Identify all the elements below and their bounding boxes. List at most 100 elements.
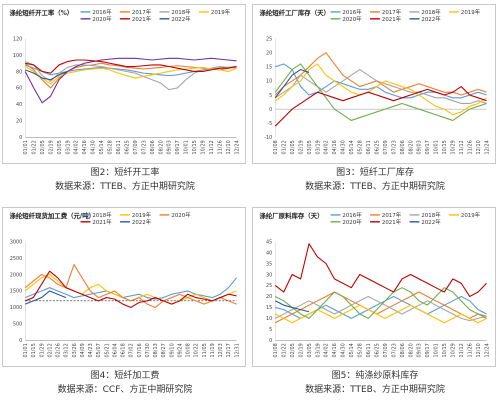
legend-label: 2018年 xyxy=(92,211,112,219)
x-tick-label: 08/06 xyxy=(400,343,406,357)
x-tick-label: 03/05 xyxy=(307,140,313,154)
x-tick-label: 12/10 xyxy=(226,140,232,154)
x-tick-label: 01/08 xyxy=(273,343,279,357)
legend-label: 2019年 xyxy=(132,211,152,219)
y-tick-label: 40 xyxy=(266,250,272,256)
legend-label: 2019年 xyxy=(461,211,481,219)
caption-source: 数据来源：TTEB、方正中期研究院 xyxy=(305,385,445,395)
y-tick-label: 80 xyxy=(16,69,22,75)
series-line xyxy=(274,63,487,121)
series-line xyxy=(25,69,68,81)
x-tick-label: 07/30 xyxy=(145,343,151,357)
y-tick-label: 25 xyxy=(266,283,272,289)
series-line xyxy=(275,300,310,313)
x-tick-label: 03/12 xyxy=(64,343,70,357)
series-line xyxy=(275,63,487,99)
caption-source: 数据来源：TTEB、方正中期研究院 xyxy=(305,182,445,192)
caption-source: 数据来源：CCF、方正中期研究院 xyxy=(57,385,193,395)
x-tick-label: 01/08 xyxy=(273,140,279,154)
x-tick-label: 06/04 xyxy=(112,343,118,357)
x-tick-label: 09/10 xyxy=(169,343,175,357)
series-line xyxy=(274,69,487,104)
chart-factory-inventory: 涤纶短纤工厂库存（天） 2016年 2017年 2018年 2019年 2020年 2021… xyxy=(252,4,496,164)
y-tick-label: 2500 xyxy=(10,256,23,262)
y-tick-label: 120 xyxy=(13,36,22,42)
x-tick-label: 08/20 xyxy=(408,140,414,154)
legend-label: 2022年 xyxy=(171,15,191,23)
chart-svg-1: 涤纶短纤工厂库存（天） 2016年 2017年 2018年 2019年 2020年 2021… xyxy=(259,8,490,155)
x-tick-label: 10/15 xyxy=(442,343,448,357)
x-tick-label: 11/26 xyxy=(467,140,473,154)
panel-operating-rate: 涤纶短纤开工率（%） 2016年 2017年 2018年 2019年 2020年 2021年… xyxy=(0,0,250,203)
x-tick-label: 05/07 xyxy=(96,343,102,357)
x-tick-label: 11/12 xyxy=(209,140,215,154)
series-line xyxy=(274,69,310,99)
x-tick-label: 05/21 xyxy=(104,343,110,357)
x-tick-label: 10/01 xyxy=(434,140,440,154)
x-tick-label: 03/05 xyxy=(57,140,63,154)
legend-label: 2018年 xyxy=(171,8,191,16)
x-tick-label: 01/01 xyxy=(23,140,29,154)
x-tick-label: 09/17 xyxy=(425,343,431,357)
series-line xyxy=(274,243,487,298)
x-tick-label: 07/09 xyxy=(383,140,389,154)
chart-operating-rate: 涤纶短纤开工率（%） 2016年 2017年 2018年 2019年 2020年 2021年… xyxy=(2,4,246,164)
x-tick-label: 07/16 xyxy=(137,343,143,357)
x-tick-label: 04/09 xyxy=(80,343,86,357)
series-line xyxy=(275,291,487,324)
x-tick-label: 02/05 xyxy=(290,343,296,357)
y-tick-label: 0 xyxy=(269,107,272,113)
y-tick-label: 100 xyxy=(13,53,22,59)
x-tick-label: 08/20 xyxy=(158,140,164,154)
x-tick-label: 03/19 xyxy=(315,140,321,154)
x-tick-label: 06/11 xyxy=(366,140,372,154)
y-tick-label: 2000 xyxy=(10,272,23,278)
legend-label: 2022年 xyxy=(421,218,441,226)
y-tick-label: 25 xyxy=(266,36,272,42)
legend-label: 2020年 xyxy=(171,211,191,219)
x-tick-label: 07/09 xyxy=(133,140,139,154)
y-tick-label: 5 xyxy=(269,327,272,333)
y-tick-label: 1000 xyxy=(10,305,23,311)
y-tick-label: 35 xyxy=(266,261,272,267)
y-tick-label: 20 xyxy=(266,50,272,56)
x-tick-label: 06/25 xyxy=(124,140,130,154)
x-tick-label: 08/13 xyxy=(153,343,159,357)
y-tick-label: 15 xyxy=(266,305,272,311)
y-tick-label: 0 xyxy=(19,338,22,344)
x-tick-label: 10/29 xyxy=(451,140,457,154)
x-tick-label: 12/24 xyxy=(484,343,490,357)
chart-raw-material-inventory: 涤纶厂原料库存（天） 2016年 2017年 2018年 2019年 2020年 2021年… xyxy=(252,207,496,367)
x-tick-label: 03/19 xyxy=(65,140,71,154)
series-line xyxy=(24,66,237,85)
y-tick-label: 45 xyxy=(266,239,272,245)
x-tick-label: 01/29 xyxy=(39,343,45,357)
x-tick-label: 03/19 xyxy=(315,343,321,357)
chart-title: 涤纶短纤开工率（%） xyxy=(9,8,73,17)
legend-label: 2016年 xyxy=(342,211,362,219)
x-tick-label: 11/26 xyxy=(217,140,223,154)
series-line xyxy=(25,61,237,91)
legend-label: 2020年 xyxy=(342,218,362,226)
x-tick-label: 09/24 xyxy=(177,343,183,357)
series-line xyxy=(25,270,237,308)
legend-label: 2021年 xyxy=(382,218,402,226)
chart-title: 涤纶厂原料库存（天） xyxy=(259,211,323,220)
x-tick-label: 09/03 xyxy=(417,343,423,357)
x-tick-label: 10/29 xyxy=(451,343,457,357)
x-tick-label: 04/23 xyxy=(88,343,94,357)
caption-title: 图5：纯涤纱原料库存 xyxy=(331,371,419,381)
legend-label: 2019年 xyxy=(211,8,231,16)
series-line xyxy=(275,287,487,319)
x-tick-label: 07/23 xyxy=(141,140,147,154)
series-line xyxy=(274,295,487,322)
legend-label: 2021年 xyxy=(132,15,152,23)
x-tick-label: 08/27 xyxy=(161,343,167,357)
x-tick-label: 08/06 xyxy=(150,140,156,154)
x-tick-label: 11/12 xyxy=(459,140,465,154)
legend-label: 2021年 xyxy=(92,218,112,226)
x-tick-label: 12/17 xyxy=(226,343,232,357)
y-tick-label: 10 xyxy=(266,316,272,322)
x-tick-label: 06/11 xyxy=(366,343,372,357)
series-line xyxy=(24,264,237,308)
